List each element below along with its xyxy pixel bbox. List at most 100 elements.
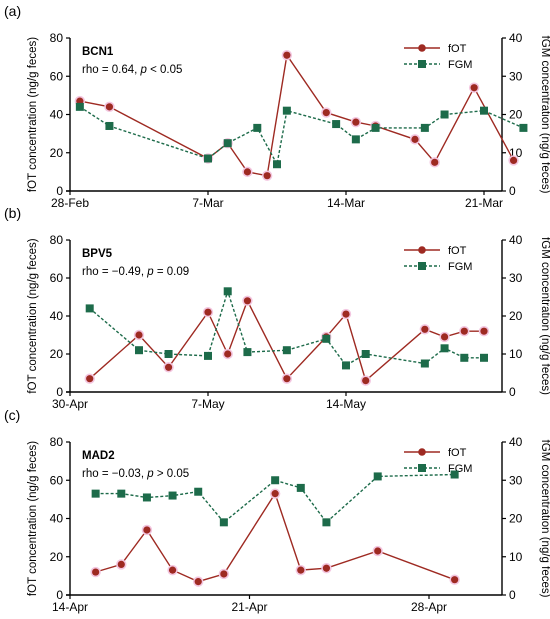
fot-point [480, 327, 488, 335]
series-line-fot [89, 299, 484, 382]
fot-point [470, 84, 478, 92]
fot-point [322, 564, 331, 572]
y-tick-label-right: 0 [509, 385, 516, 399]
y-axis-title-left: fOT concentration (ng/g feces) [27, 37, 39, 192]
fot-point [271, 490, 279, 498]
fgm-point [322, 518, 331, 527]
fot-point [164, 363, 173, 371]
y-tick-label-left: 20 [50, 146, 64, 160]
fot-point [342, 310, 350, 318]
fgm-point [91, 489, 100, 498]
fgm-point [75, 102, 84, 111]
fot-point [204, 308, 212, 316]
chart-panel-mad2: (c) 0 20 40 60 80 0 10 20 30 40 14-Apr 21-Apr 28-Apr f… [4, 407, 550, 614]
fgm-point [351, 135, 360, 144]
fgm-point [168, 491, 177, 500]
y-axis-title-right: fGM concentration (ng/g feces) [539, 36, 550, 194]
y-tick-label-left: 60 [50, 271, 64, 285]
y-tick-label-right: 40 [509, 31, 523, 45]
fgm-point [371, 123, 380, 132]
y-tick-label-left: 40 [50, 512, 64, 526]
y-tick-label-right: 40 [509, 435, 523, 449]
fgm-point [135, 346, 143, 355]
fgm-point [204, 351, 212, 360]
stat-text: rho = −0.49, p = 0.09 [82, 266, 189, 278]
fgm-point [460, 353, 469, 362]
fgm-point [253, 123, 262, 132]
y-tick-label-left: 0 [56, 385, 63, 399]
fot-point [224, 350, 232, 358]
y-tick-label-right: 10 [509, 347, 523, 361]
y-tick-label-left: 60 [50, 69, 64, 83]
fgm-point [322, 334, 331, 343]
legend-marker-fgm [418, 464, 426, 472]
legend-marker-fot [418, 246, 426, 254]
fot-point [243, 297, 252, 305]
fgm-point [342, 361, 350, 370]
fot-point [440, 333, 449, 341]
x-tick-label: 28-Apr [411, 600, 447, 614]
fgm-point [164, 350, 173, 358]
legend-label-fot: fOT [448, 447, 467, 459]
y-tick-label-right: 30 [509, 69, 523, 83]
series-line-fgm [95, 473, 455, 524]
y-tick-label-left: 0 [56, 184, 63, 198]
fot-point [263, 172, 271, 180]
panel-label: (b) [4, 205, 21, 221]
legend-marker-fot [418, 44, 426, 52]
y-axis-title-left: fOT concentration (ng/g feces) [27, 238, 39, 393]
panel-label: (c) [4, 407, 20, 423]
legend-label-fgm: FGM [448, 261, 472, 273]
legend-label-fgm: FGM [448, 59, 472, 71]
fot-point [105, 103, 114, 111]
y-tick-label-right: 20 [509, 309, 523, 323]
fot-point [431, 158, 439, 166]
y-tick-label-right: 30 [509, 271, 523, 285]
fot-point [283, 51, 291, 59]
fgm-point [440, 344, 449, 353]
fgm-point [105, 121, 114, 130]
y-axis-title-left: fOT concentration (ng/g feces) [27, 441, 39, 596]
animal-id: BCN1 [82, 46, 114, 58]
x-tick-label: 14-Apr [52, 600, 88, 614]
fgm-point [223, 287, 232, 296]
fgm-point [117, 489, 126, 498]
fgm-point [373, 472, 382, 481]
fgm-point [282, 106, 291, 115]
fot-point [352, 118, 360, 126]
y-tick-label-right: 10 [509, 550, 523, 564]
y-tick-label-right: 0 [509, 588, 516, 602]
fgm-point [219, 518, 228, 527]
y-tick-label-left: 40 [50, 108, 64, 122]
animal-id: MAD2 [82, 450, 115, 462]
y-tick-label-right: 20 [509, 108, 523, 122]
fgm-point [243, 348, 252, 357]
fgm-point [361, 350, 370, 358]
fot-point [194, 578, 202, 586]
fot-point [168, 566, 177, 574]
y-tick-label-left: 60 [50, 473, 64, 487]
fgm-point [194, 487, 203, 496]
fot-point [135, 331, 143, 339]
fgm-point [480, 353, 488, 362]
fot-point [86, 375, 94, 383]
fgm-point [450, 470, 459, 479]
y-tick-label-left: 40 [50, 309, 64, 323]
y-tick-label-right: 40 [509, 233, 523, 247]
animal-id: BPV5 [82, 248, 113, 260]
fgm-point [440, 110, 449, 119]
y-tick-label-right: 0 [509, 184, 516, 198]
x-tick-label: 21-Apr [231, 600, 267, 614]
fgm-point [519, 123, 528, 132]
fgm-point [420, 359, 429, 368]
y-axis-title-right: fGM concentration (ng/g feces) [539, 440, 550, 598]
legend-label-fot: fOT [448, 245, 467, 257]
fot-point [220, 570, 228, 578]
x-tick-label: 14-Mar [327, 196, 365, 210]
fot-point [451, 576, 459, 584]
y-tick-label-left: 80 [50, 31, 64, 45]
series-line-fgm [79, 106, 524, 167]
y-axis-title-right: fGM concentration (ng/g feces) [539, 237, 550, 395]
legend-label-fot: fOT [448, 43, 467, 55]
fot-point [322, 108, 330, 117]
